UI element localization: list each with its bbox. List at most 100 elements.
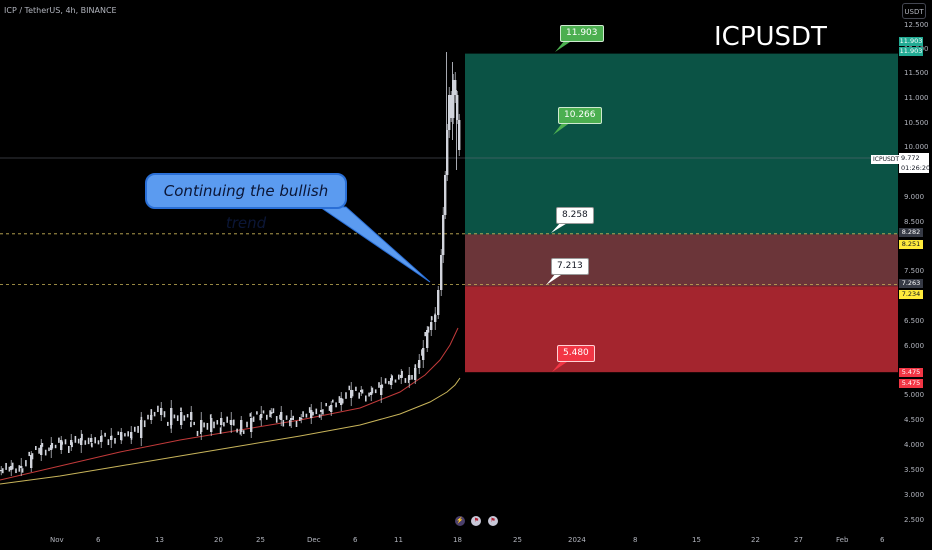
candle bbox=[68, 446, 70, 453]
candle bbox=[58, 437, 60, 443]
price-callout-5480[interactable]: 5.480 bbox=[557, 345, 595, 362]
time-axis-label: 27 bbox=[794, 536, 803, 544]
candle bbox=[70, 440, 73, 445]
candle bbox=[94, 437, 96, 444]
candle bbox=[117, 431, 120, 435]
candle bbox=[150, 415, 153, 420]
candle bbox=[183, 415, 186, 421]
zones-layer bbox=[465, 53, 898, 373]
price-axis-label: 3.500 bbox=[904, 466, 925, 474]
current-price: 9.772 bbox=[901, 154, 920, 162]
candle bbox=[448, 95, 451, 130]
candle bbox=[18, 465, 21, 472]
candle bbox=[107, 439, 110, 446]
candle bbox=[280, 412, 283, 420]
candle bbox=[153, 411, 156, 417]
candle bbox=[401, 370, 403, 378]
candle bbox=[351, 389, 354, 397]
candle bbox=[11, 462, 14, 470]
lightning-icon[interactable]: ⚡ bbox=[455, 516, 465, 526]
candle bbox=[140, 420, 143, 438]
candles bbox=[0, 52, 461, 476]
candle bbox=[394, 379, 397, 383]
candle bbox=[101, 435, 103, 442]
candle bbox=[242, 430, 245, 434]
price-axis-label: 6.000 bbox=[904, 342, 925, 350]
candle bbox=[31, 453, 34, 460]
candle bbox=[266, 414, 268, 420]
candle bbox=[269, 410, 271, 418]
price-callout-pointer bbox=[552, 360, 570, 372]
candle bbox=[318, 414, 321, 418]
guides-layer bbox=[0, 157, 898, 285]
price-callout-8258[interactable]: 8.258 bbox=[556, 207, 594, 224]
candle bbox=[97, 440, 100, 445]
candle bbox=[110, 435, 113, 440]
price-callout-11903[interactable]: 11.903 bbox=[560, 25, 604, 42]
candle bbox=[308, 407, 311, 413]
candle bbox=[229, 420, 232, 425]
candle bbox=[440, 255, 443, 290]
candle bbox=[360, 390, 363, 392]
candle bbox=[44, 449, 47, 456]
candle bbox=[50, 445, 53, 450]
candle bbox=[338, 396, 341, 403]
candle bbox=[348, 385, 351, 391]
candle bbox=[388, 381, 390, 385]
candle bbox=[71, 442, 73, 448]
candle bbox=[176, 415, 179, 422]
callout-pointer bbox=[318, 206, 431, 283]
price-axis-label: 5.000 bbox=[904, 391, 925, 399]
candle bbox=[87, 437, 90, 445]
us-flag-icon[interactable]: ⚑ bbox=[487, 516, 498, 526]
candle bbox=[236, 428, 238, 433]
candle bbox=[315, 408, 318, 415]
candle bbox=[380, 385, 383, 395]
candle bbox=[61, 441, 63, 445]
candle bbox=[384, 378, 387, 384]
candle bbox=[398, 374, 400, 380]
bar-countdown: 01:26:20 bbox=[901, 164, 931, 172]
candle bbox=[10, 466, 13, 470]
candle bbox=[30, 455, 33, 468]
price-callout-7213[interactable]: 7.213 bbox=[551, 258, 589, 275]
candle bbox=[328, 405, 331, 411]
price-axis-label: 8.500 bbox=[904, 218, 925, 226]
candle bbox=[302, 411, 304, 418]
candle bbox=[272, 408, 275, 414]
candle bbox=[114, 438, 116, 444]
candle bbox=[345, 392, 347, 399]
candle bbox=[74, 435, 77, 443]
event-icons: ⚡ ⚑ ⚑ bbox=[455, 516, 500, 527]
candle bbox=[170, 422, 172, 429]
candle bbox=[21, 468, 24, 473]
candle bbox=[127, 431, 129, 437]
time-axis-label: 20 bbox=[214, 536, 223, 544]
candle bbox=[186, 414, 189, 418]
candle bbox=[91, 443, 93, 448]
currency-button[interactable]: USDT bbox=[902, 3, 926, 19]
price-callout-10266[interactable]: 10.266 bbox=[558, 107, 602, 124]
candle bbox=[163, 411, 166, 418]
time-axis-label: 6 bbox=[96, 536, 101, 544]
time-axis-label: Feb bbox=[836, 536, 849, 544]
candle bbox=[104, 432, 106, 437]
candle bbox=[355, 386, 357, 392]
price-callout-pointer bbox=[546, 273, 564, 285]
candle bbox=[41, 443, 44, 447]
candle bbox=[400, 375, 403, 378]
candle bbox=[216, 420, 219, 425]
us-flag-icon[interactable]: ⚑ bbox=[471, 516, 482, 526]
candle bbox=[157, 405, 159, 413]
candle bbox=[5, 462, 7, 470]
candle bbox=[450, 95, 453, 118]
candle bbox=[341, 398, 344, 404]
candle bbox=[80, 438, 83, 445]
candle bbox=[240, 420, 243, 432]
time-axis-label: 11 bbox=[394, 536, 403, 544]
time-axis-label: 25 bbox=[256, 536, 265, 544]
candle bbox=[335, 402, 337, 408]
candle bbox=[40, 445, 43, 455]
trend-callout[interactable]: Continuing the bullish trend bbox=[145, 173, 347, 232]
